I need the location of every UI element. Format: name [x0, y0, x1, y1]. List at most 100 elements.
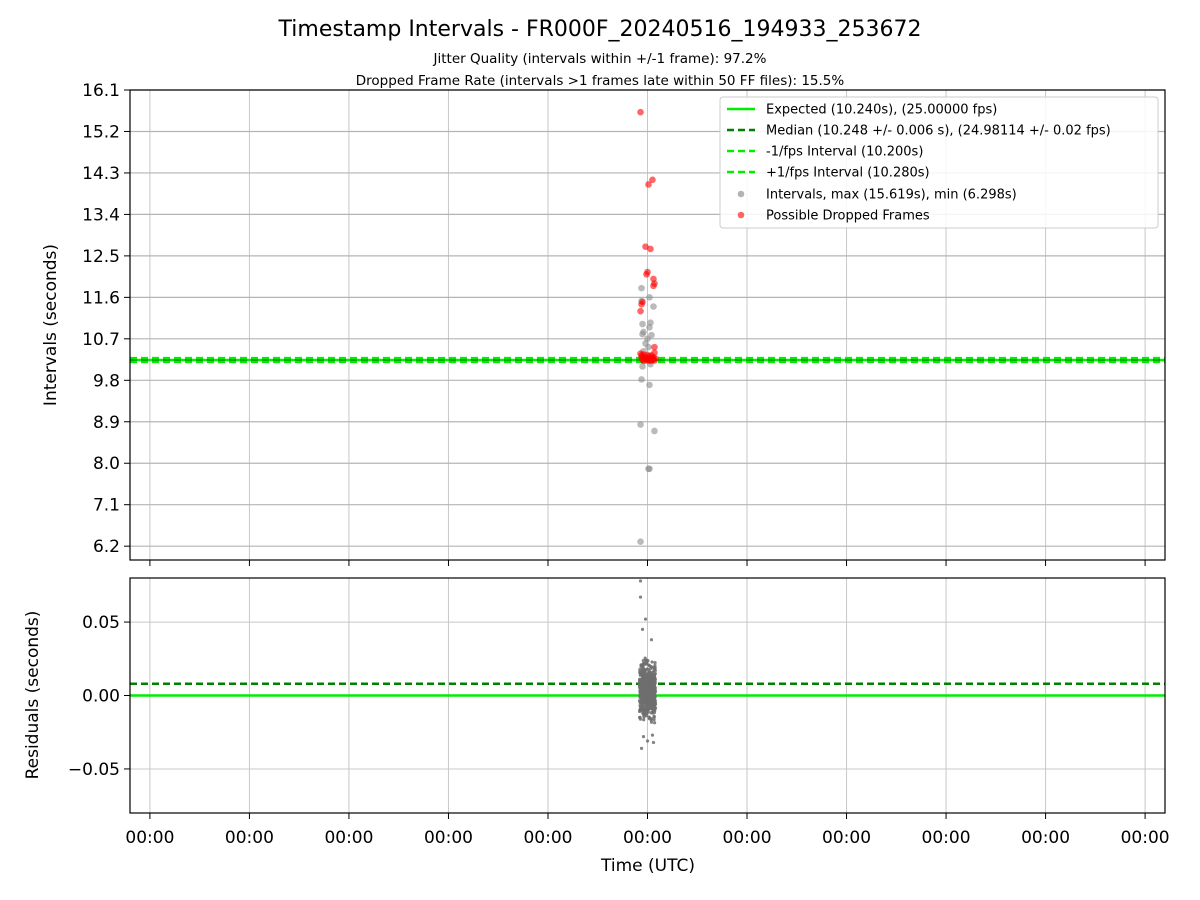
residuals-x-ticks: 00:00 00:00 00:00 00:00 00:00 00:00 00:00 00:00… — [125, 813, 1170, 848]
residual-point — [638, 708, 642, 713]
residual-point — [645, 677, 649, 681]
legend-box — [719, 96, 1159, 229]
residual-point — [649, 718, 653, 722]
residual-point — [650, 660, 654, 664]
residual-point — [648, 673, 652, 677]
interval-point — [642, 340, 649, 347]
x-tick-label: 00:00 — [225, 828, 274, 848]
legend-expected-label: Expected (10.240s), (25.00000 fps) — [766, 103, 997, 118]
intervals-y-tick-label: 7.1 — [93, 496, 120, 516]
interval-point — [648, 331, 655, 339]
dropped-frame-point — [642, 243, 649, 250]
legend-intervals-swatch — [737, 190, 745, 198]
residual-point — [641, 691, 645, 695]
interval-point — [637, 421, 644, 428]
residual-point — [639, 671, 643, 675]
residual-point — [647, 664, 652, 668]
legend-dropped-label: Possible Dropped Frames — [766, 209, 930, 224]
interval-point — [647, 319, 654, 326]
residual-point — [641, 662, 646, 666]
dropped-frame-point — [650, 282, 657, 290]
x-tick-label: 00:00 — [324, 828, 373, 848]
residual-point — [653, 673, 657, 677]
residuals-y-ticks: −0.05 0.00 0.05 — [68, 613, 130, 780]
residual-point — [653, 661, 657, 665]
residual-point — [652, 691, 656, 696]
residual-point — [637, 683, 642, 688]
residual-point — [652, 718, 656, 722]
residual-point — [653, 681, 657, 685]
intervals-x-ticks — [149, 560, 1146, 566]
intervals-y-tick-label: 10.7 — [82, 330, 120, 350]
dropped-frame-point — [649, 176, 656, 184]
dropped-frame-point — [637, 307, 644, 315]
dropped-frame-point — [647, 245, 654, 253]
residual-point — [651, 697, 655, 701]
interval-point — [650, 303, 657, 310]
residual-point — [640, 664, 644, 668]
legend-upper-label: +1/fps Interval (10.280s) — [766, 166, 930, 181]
x-tick-label: 00:00 — [922, 828, 971, 848]
residual-point — [640, 678, 644, 683]
residual-point — [650, 689, 654, 693]
residual-point — [649, 638, 654, 642]
intervals-y-tick-label: 8.9 — [93, 413, 120, 433]
intervals-y-tick-label: 9.8 — [93, 371, 120, 391]
residual-point — [646, 659, 650, 663]
residuals-axes: −0.050.000.05 00:00 00:00 00:00 00:00 00:00 0… — [23, 577, 1170, 876]
dropped-frame-point — [638, 300, 645, 308]
residual-point — [642, 718, 646, 722]
residual-point — [643, 679, 647, 683]
interval-point — [638, 376, 645, 383]
intervals-y-tick-label: 15.2 — [82, 122, 120, 142]
residual-point — [653, 666, 657, 670]
residual-point — [641, 711, 645, 715]
residual-point — [641, 659, 645, 663]
x-tick-label: 00:00 — [723, 828, 772, 848]
residual-point — [644, 703, 649, 707]
intervals-y-tick-label: 13.4 — [82, 205, 120, 225]
x-tick-label: 00:00 — [623, 828, 672, 848]
residual-point — [642, 699, 646, 703]
residual-point — [650, 733, 655, 737]
intervals-ylabel: Intervals (seconds) — [41, 244, 61, 406]
residual-point — [651, 706, 655, 710]
residuals-y-tick-label: 0.00 — [82, 687, 120, 707]
residual-point — [652, 711, 657, 715]
residual-point — [638, 715, 642, 720]
legend-median-label: Median (10.248 +/- 0.006 s), (24.98114 +… — [766, 124, 1111, 139]
interval-point — [646, 381, 653, 389]
intervals-y-tick-label: 11.6 — [82, 288, 120, 308]
interval-point — [646, 465, 653, 473]
residual-point — [647, 682, 651, 687]
intervals-y-tick-label: 14.3 — [82, 164, 120, 184]
x-tick-label: 00:00 — [523, 828, 572, 848]
x-tick-label: 00:00 — [424, 828, 473, 848]
x-tick-label: 00:00 — [1121, 828, 1170, 848]
residual-point — [653, 668, 657, 673]
interval-point — [640, 328, 647, 336]
legend: Expected (10.240s), (25.00000 fps) Media… — [719, 96, 1159, 229]
legend-intervals-label: Intervals, max (15.619s), min (6.298s) — [766, 188, 1017, 203]
residual-point — [645, 711, 649, 716]
residual-point — [651, 740, 656, 745]
residual-point — [650, 681, 655, 685]
residual-point — [640, 627, 645, 632]
residual-point — [652, 721, 657, 725]
residual-point — [641, 675, 645, 679]
residual-point — [643, 617, 648, 621]
residuals-y-tick-label: −0.05 — [68, 760, 120, 780]
interval-point — [651, 427, 658, 435]
x-tick-label: 00:00 — [1021, 828, 1070, 848]
residual-point — [649, 699, 653, 703]
residual-point — [644, 707, 648, 711]
residual-point — [641, 735, 646, 739]
dropped-frame-point — [650, 353, 657, 361]
residual-point — [652, 714, 656, 718]
residual-point — [638, 668, 642, 672]
residual-point — [639, 746, 644, 750]
dropped-frame-point — [637, 108, 644, 116]
chart-subtitle-jitter: Jitter Quality (intervals within +/-1 fr… — [433, 51, 767, 67]
residual-point — [640, 705, 644, 709]
